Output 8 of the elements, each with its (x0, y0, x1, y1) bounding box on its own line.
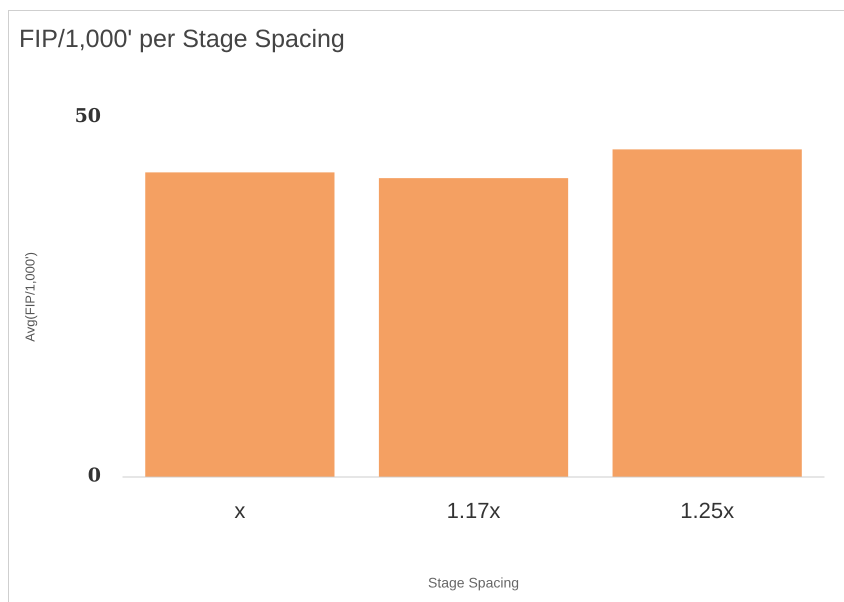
x-tick-label: 1.17x (446, 498, 500, 524)
chart-title: FIP/1,000' per Stage Spacing (19, 24, 345, 53)
x-axis-title: Stage Spacing (428, 574, 520, 590)
x-tick-label: 1.25x (680, 498, 734, 524)
y-tick-label: 50 (74, 104, 102, 127)
x-tick-label: x (234, 498, 246, 524)
y-axis-title: Avg(FIP/1,000') (22, 252, 38, 342)
y-tick-label: 0 (88, 464, 102, 487)
